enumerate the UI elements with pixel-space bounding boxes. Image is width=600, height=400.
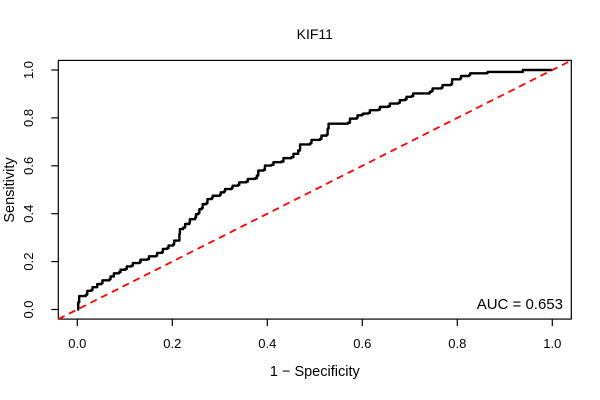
y-tick-label: 0.2	[21, 253, 36, 271]
chance-diagonal-line	[57, 59, 572, 320]
x-tick-label: 0.2	[163, 336, 181, 351]
x-axis-label: 1 − Specificity	[270, 364, 361, 380]
axes: 0.0 0.2 0.4 0.6 0.8 1.0 0.0 0.2 0.4 0.6 0.8 1.0	[21, 59, 572, 351]
roc-curve-path	[77, 68, 553, 311]
y-tick-label: 0.8	[21, 109, 36, 127]
y-axis-label: Sensitivity	[2, 157, 18, 223]
x-tick-label: 0.6	[353, 336, 371, 351]
auc-annotation: AUC = 0.653	[477, 296, 563, 313]
x-tick-label: 1.0	[543, 336, 561, 351]
plot-series	[57, 59, 572, 320]
x-tick-label: 0.8	[448, 336, 466, 351]
y-tick-label: 0.6	[21, 157, 36, 175]
x-tick-label: 0.0	[68, 336, 86, 351]
y-tick-label: 0.0	[21, 300, 36, 318]
plot-box	[57, 59, 572, 320]
chart-title: KIF11	[297, 26, 334, 42]
y-tick-label: 1.0	[21, 61, 36, 79]
y-tick-label: 0.4	[21, 205, 36, 223]
x-tick-label: 0.4	[258, 336, 276, 351]
